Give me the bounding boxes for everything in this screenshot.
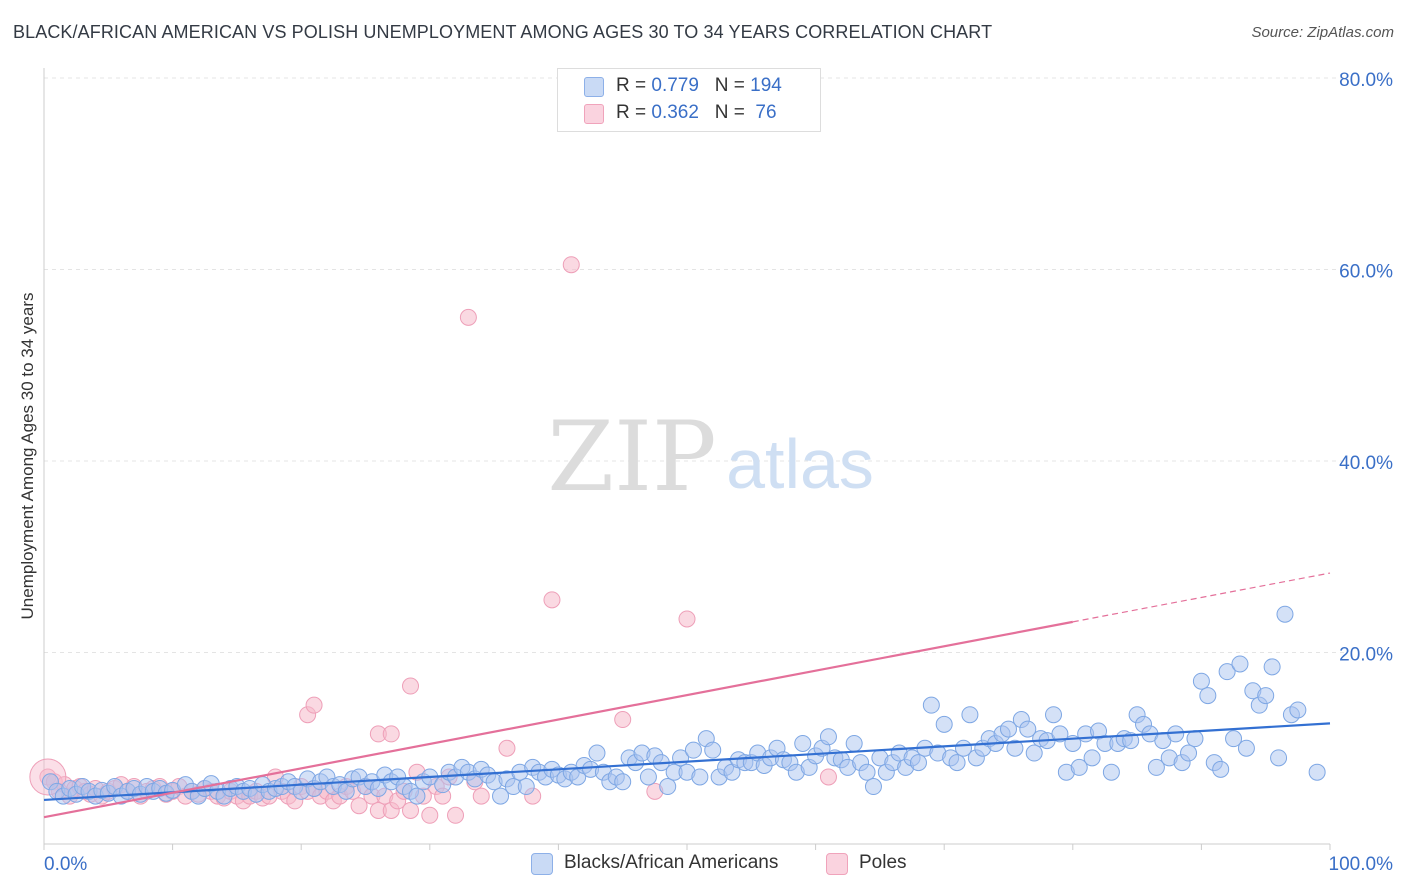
data-point-blacks (517, 778, 535, 796)
trend-line-poles-extension (1072, 572, 1331, 623)
data-point-blacks (1257, 687, 1275, 705)
data-point-blacks (1019, 720, 1037, 738)
data-point-blacks (794, 734, 812, 752)
data-point-blacks (588, 744, 606, 762)
axes (43, 68, 1331, 850)
bottom-legend-label-poles: Poles (859, 852, 907, 873)
data-point-poles (350, 797, 368, 815)
legend-swatch-blacks (584, 77, 604, 97)
legend-r-label: R = (616, 102, 652, 123)
data-point-poles (421, 806, 439, 824)
data-point-poles (402, 677, 420, 695)
data-point-blacks (1289, 701, 1307, 719)
chart-title: BLACK/AFRICAN AMERICAN VS POLISH UNEMPLO… (13, 22, 993, 42)
legend-swatch-poles (584, 104, 604, 124)
data-point-blacks (1006, 739, 1024, 757)
data-point-blacks (858, 763, 876, 781)
data-point-blacks (1045, 706, 1063, 724)
data-point-poles (498, 739, 516, 757)
data-point-blacks (1000, 720, 1017, 738)
data-point-blacks (1270, 749, 1288, 767)
data-point-blacks (1218, 663, 1236, 681)
legend-n-label: N = (714, 75, 751, 96)
trend-line-poles (43, 620, 1074, 819)
bottom-legend-swatch-poles (826, 853, 848, 875)
data-point-blacks (935, 715, 953, 733)
data-point-blacks (1186, 730, 1204, 748)
data-point-blacks (1025, 744, 1043, 762)
x-tick-labels: 0.0% 100.0% (44, 854, 1393, 875)
data-point-blacks (922, 696, 940, 714)
data-point-blacks (614, 773, 632, 791)
poles-points (29, 256, 837, 824)
data-point-poles (678, 610, 696, 628)
data-point-blacks (1102, 763, 1120, 781)
data-point-blacks (1199, 687, 1217, 705)
data-point-blacks (845, 734, 863, 752)
data-point-blacks (961, 706, 979, 724)
legend-r-value-blacks: 0.779 (651, 75, 699, 96)
legend-r-label: R = (616, 75, 652, 96)
legend-n-value-poles: 76 (750, 102, 777, 123)
bottom-legend-swatch-blacks (531, 853, 553, 875)
y-tick-label: 60.0% (1339, 262, 1393, 283)
data-point-poles (447, 806, 465, 824)
data-point-blacks (1276, 605, 1294, 623)
correlation-legend: R = 0.779 N = 194 R = 0.362 N = 76 (557, 68, 821, 132)
watermark-zip: ZIP (547, 401, 716, 513)
data-point-poles (459, 308, 477, 326)
data-point-poles (402, 801, 420, 819)
legend-n-value-blacks: 194 (750, 75, 782, 96)
data-point-blacks (1212, 760, 1230, 778)
data-point-blacks (1122, 732, 1140, 750)
data-point-blacks (819, 728, 837, 746)
data-point-blacks (909, 754, 927, 772)
data-point-blacks (1308, 763, 1326, 781)
data-point-blacks (1263, 658, 1281, 676)
data-point-blacks (1051, 725, 1069, 743)
data-point-poles (305, 696, 323, 714)
data-point-blacks (948, 754, 966, 772)
data-point-blacks (1237, 739, 1255, 757)
data-point-poles (382, 725, 400, 743)
x-tick-label: 0.0% (44, 854, 87, 875)
data-point-blacks (492, 787, 510, 805)
data-point-blacks (639, 768, 657, 786)
trend-lines (43, 572, 1331, 819)
watermark: ZIP atlas (547, 401, 874, 513)
data-point-poles (614, 711, 632, 729)
data-point-blacks (864, 778, 882, 796)
y-tick-label: 80.0% (1339, 70, 1393, 91)
data-point-blacks (408, 787, 426, 805)
y-axis-label: Unemployment Among Ages 30 to 34 years (18, 292, 37, 620)
data-point-blacks (1147, 758, 1165, 776)
data-point-poles (543, 591, 561, 609)
y-tick-labels: 20.0% 40.0% 60.0% 80.0% (1339, 70, 1393, 666)
y-tick-label: 20.0% (1339, 645, 1393, 666)
legend-n-label: N = (714, 102, 751, 123)
trend-line-blacks (43, 722, 1331, 802)
data-point-blacks (704, 741, 722, 759)
legend-r-value-poles: 0.362 (651, 102, 699, 123)
data-point-blacks (1225, 730, 1243, 748)
watermark-atlas: atlas (726, 425, 874, 503)
bottom-legend-label-blacks: Blacks/African Americans (564, 852, 779, 873)
blacks-points (41, 605, 1326, 805)
data-point-poles (472, 787, 490, 805)
data-point-blacks (1192, 672, 1210, 690)
data-point-blacks (1083, 749, 1101, 767)
data-point-blacks (659, 778, 677, 796)
gridlines (44, 77, 1348, 653)
data-point-blacks (691, 768, 709, 786)
data-point-poles (819, 768, 837, 786)
data-point-blacks (684, 741, 702, 759)
data-point-poles (562, 256, 580, 274)
data-point-blacks (1180, 744, 1198, 762)
data-point-blacks (1231, 655, 1249, 673)
data-point-blacks (1070, 758, 1088, 776)
y-tick-label: 40.0% (1339, 453, 1393, 474)
x-tick-label: 100.0% (1329, 854, 1394, 875)
chart-source: Source: ZipAtlas.com (1251, 24, 1394, 41)
